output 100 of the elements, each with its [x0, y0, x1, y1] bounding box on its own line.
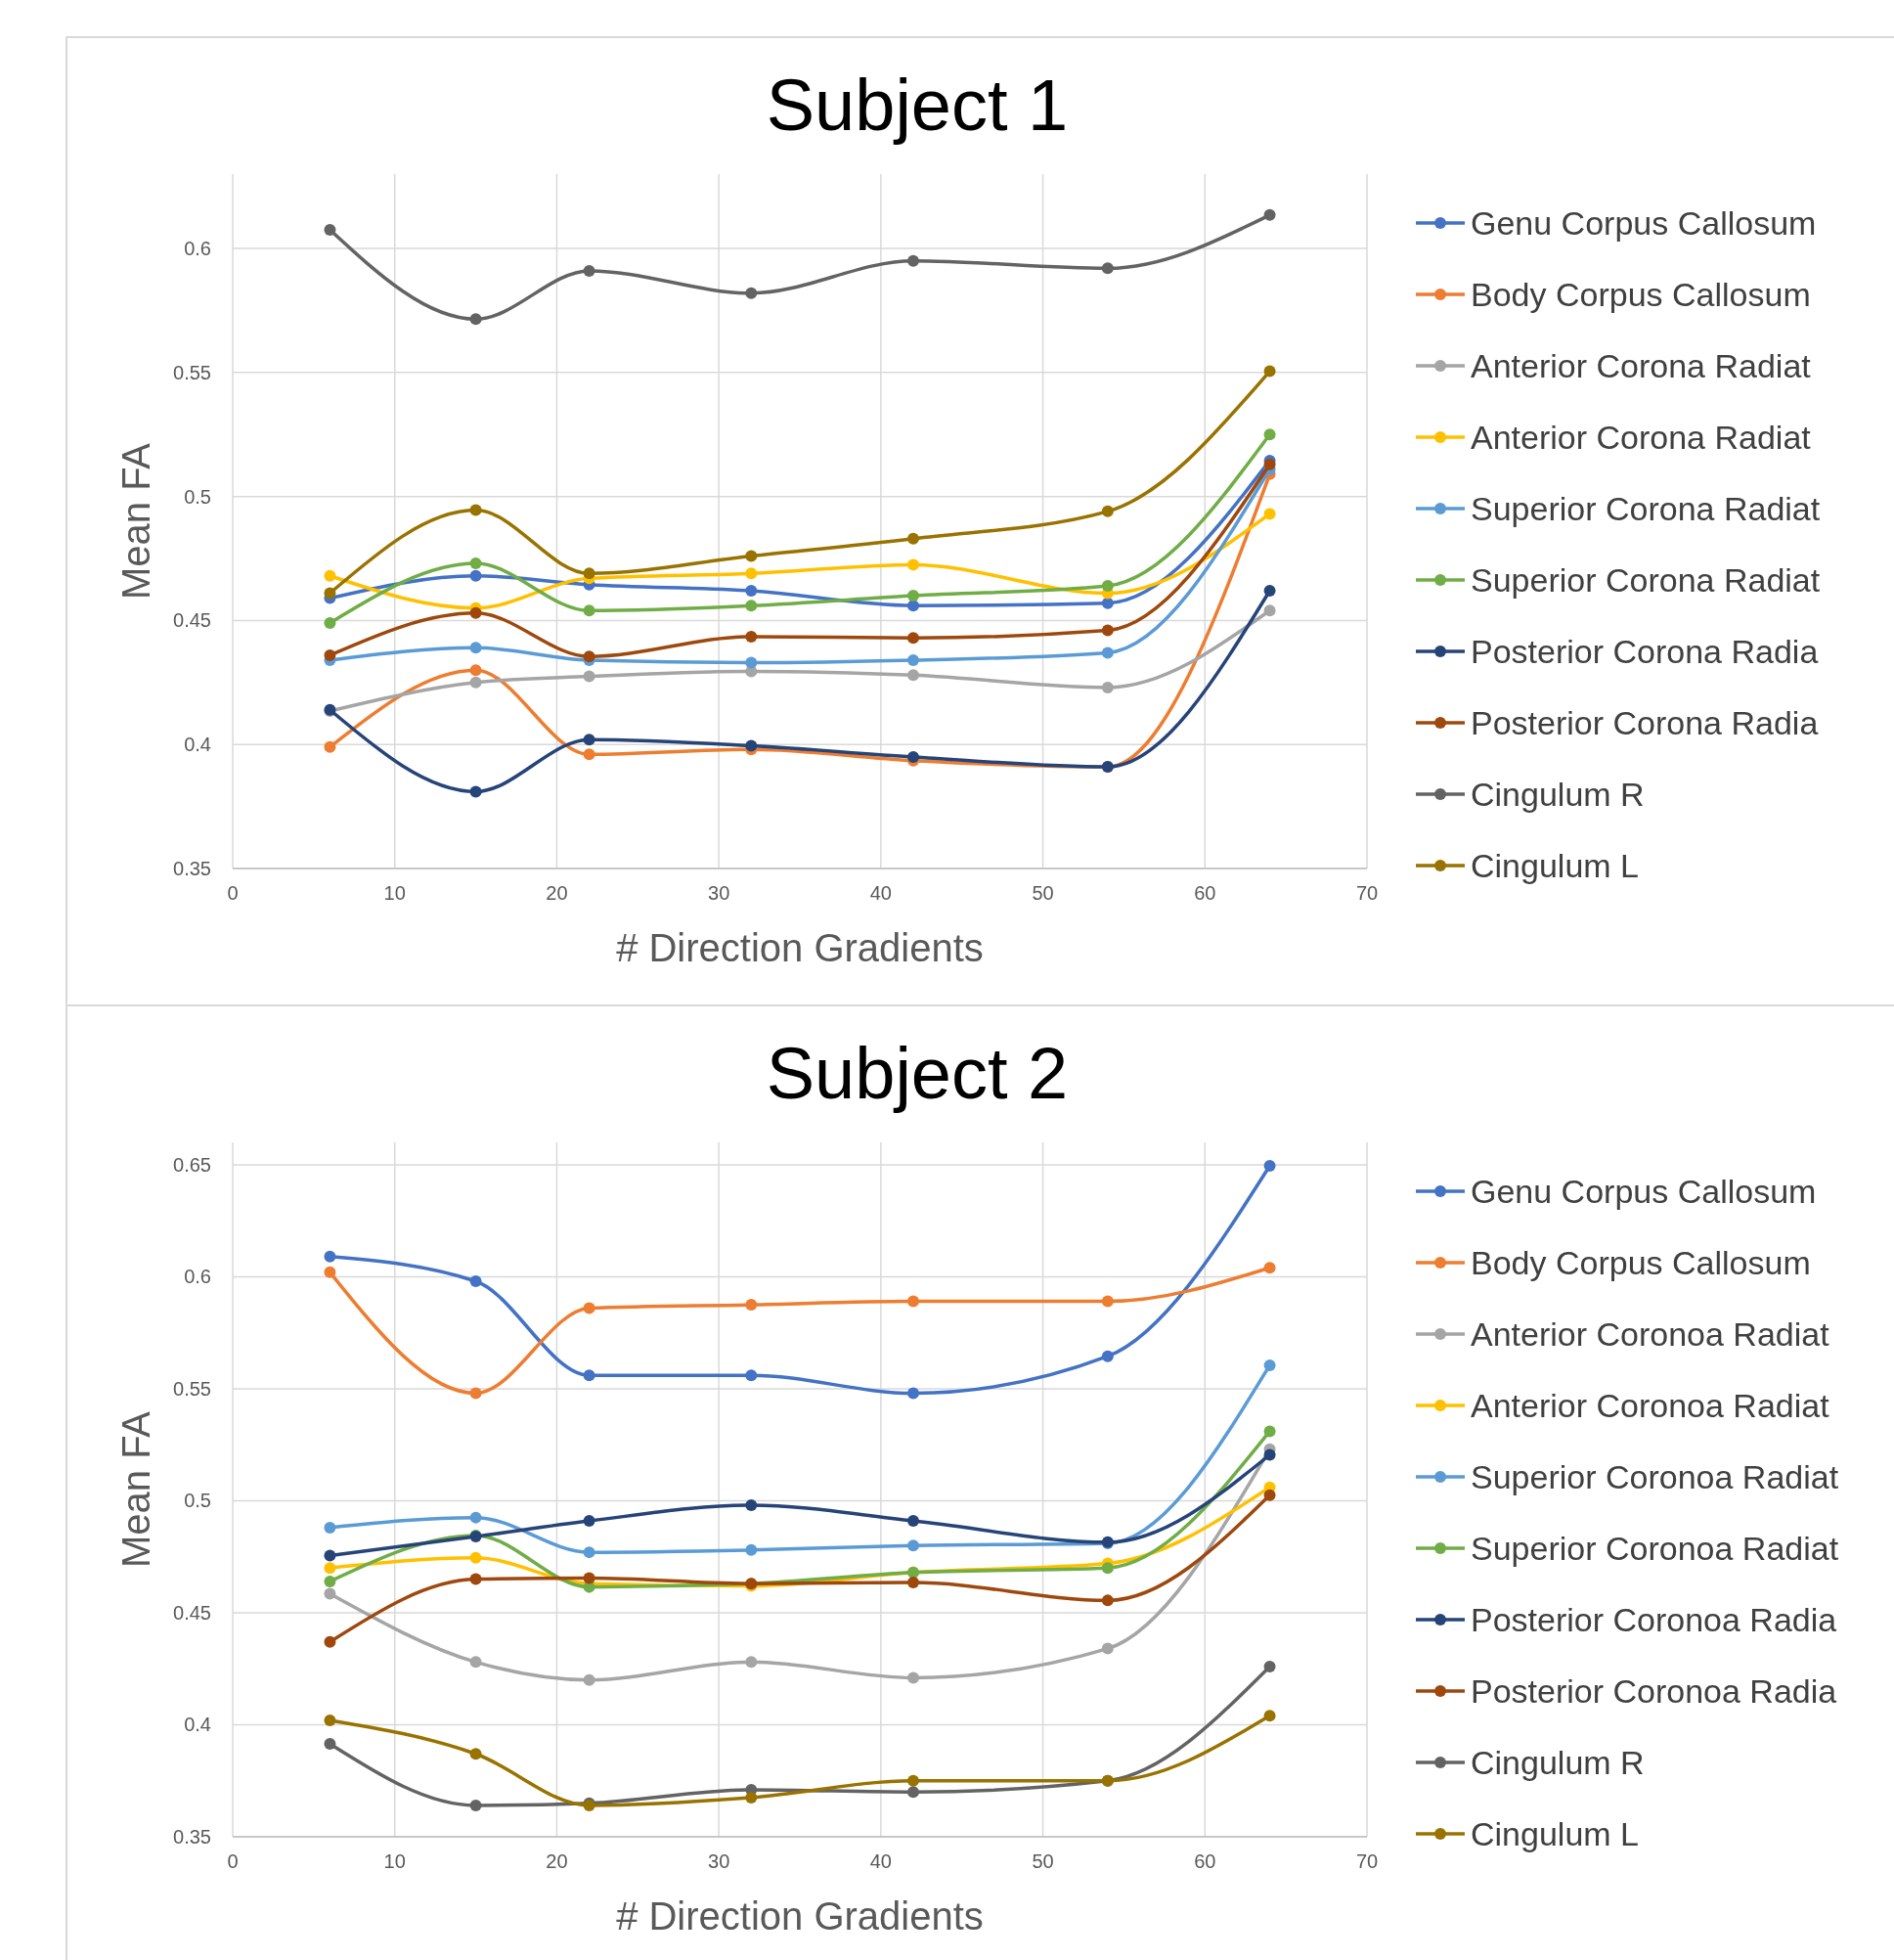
point — [469, 1799, 482, 1811]
point — [1101, 1642, 1114, 1655]
point — [907, 254, 919, 267]
point — [907, 558, 919, 571]
point — [907, 1671, 919, 1684]
point — [745, 1369, 758, 1382]
point — [1101, 681, 1114, 693]
point — [907, 654, 919, 666]
point — [583, 1369, 595, 1382]
point — [745, 1543, 758, 1556]
point — [324, 740, 336, 753]
x-axis-title: # Direction Gradients — [616, 1894, 984, 1938]
point — [583, 650, 595, 663]
point — [1263, 208, 1276, 221]
point — [583, 264, 595, 277]
point — [907, 590, 919, 602]
point — [583, 604, 595, 617]
legend-label: Superior Coronoa Radiat — [1471, 1458, 1839, 1495]
x-tick-label: 50 — [1032, 1850, 1054, 1872]
point — [324, 1266, 336, 1278]
point — [469, 606, 482, 619]
point — [745, 600, 758, 612]
point — [1263, 458, 1276, 470]
point — [1101, 579, 1114, 592]
point — [324, 1521, 336, 1534]
point — [324, 1635, 336, 1648]
y-tick-label: 0.6 — [184, 1266, 211, 1288]
point — [1101, 1562, 1114, 1575]
legend-label: Cingulum L — [1471, 847, 1639, 884]
x-tick-label: 30 — [708, 882, 730, 904]
legend-label: Superior Coronoa Radiat — [1471, 1530, 1839, 1567]
point — [583, 1546, 595, 1559]
point — [907, 600, 919, 612]
point — [1263, 1448, 1276, 1461]
legend-label: Genu Corpus Callosum — [1471, 1173, 1817, 1210]
point — [1263, 365, 1276, 378]
point — [907, 632, 919, 645]
legend-label: Posterior Coronoa Radia — [1471, 1601, 1837, 1638]
point — [1263, 508, 1276, 520]
point — [745, 585, 758, 597]
point — [1263, 1710, 1276, 1722]
point — [469, 557, 482, 570]
point — [907, 1774, 919, 1787]
point — [324, 1575, 336, 1587]
point — [324, 1737, 336, 1750]
y-tick-label: 0.55 — [173, 361, 211, 383]
point — [745, 567, 758, 580]
y-tick-label: 0.4 — [184, 734, 211, 756]
point — [324, 587, 336, 600]
x-tick-label: 60 — [1194, 882, 1216, 904]
legend-label: Superior Corona Radiat — [1471, 561, 1821, 599]
point — [1101, 597, 1114, 609]
x-tick-label: 60 — [1194, 1850, 1216, 1872]
x-tick-label: 20 — [546, 1850, 568, 1872]
point — [469, 1656, 482, 1669]
y-axis-title: Mean FA — [114, 442, 157, 601]
point — [907, 750, 919, 763]
point — [907, 1515, 919, 1528]
point — [583, 1673, 595, 1686]
y-tick-label: 0.6 — [184, 238, 211, 260]
point — [469, 785, 482, 798]
point — [907, 1295, 919, 1308]
legend-label: Cingulum R — [1471, 776, 1645, 813]
point — [1101, 624, 1114, 637]
y-tick-label: 0.45 — [173, 1601, 211, 1624]
point — [1263, 428, 1276, 441]
point — [907, 1539, 919, 1552]
point — [907, 669, 919, 682]
point — [1263, 1660, 1276, 1672]
legend-label: Anterior Coronoa Radiat — [1471, 1387, 1830, 1424]
point — [745, 630, 758, 643]
point — [1101, 1295, 1114, 1308]
point — [469, 569, 482, 582]
x-tick-label: 30 — [708, 1850, 730, 1872]
legend-label: Body Corpus Callosum — [1471, 276, 1811, 313]
legend-label: Posterior Coronoa Radia — [1471, 1672, 1837, 1710]
point — [1101, 646, 1114, 659]
point — [1101, 262, 1114, 275]
point — [469, 1275, 482, 1287]
y-tick-label: 0.45 — [173, 609, 211, 632]
point — [1101, 1594, 1114, 1607]
point — [469, 664, 482, 677]
x-tick-label: 20 — [546, 882, 568, 904]
point — [745, 1656, 758, 1669]
point — [745, 739, 758, 752]
point — [1263, 1160, 1276, 1173]
legend-label: Anterior Coronoa Radiat — [1471, 1315, 1830, 1353]
y-tick-label: 0.35 — [173, 858, 211, 879]
point — [1101, 505, 1114, 517]
point — [324, 1250, 336, 1263]
point — [745, 550, 758, 562]
chart-title: Subject 1 — [766, 65, 1069, 146]
x-tick-label: 50 — [1032, 882, 1054, 904]
y-tick-label: 0.5 — [184, 1490, 211, 1512]
point — [1263, 1425, 1276, 1438]
point — [324, 1549, 336, 1562]
point — [583, 748, 595, 761]
legend-label: Genu Corpus Callosum — [1471, 204, 1817, 242]
x-tick-label: 10 — [383, 882, 406, 904]
point — [324, 648, 336, 661]
